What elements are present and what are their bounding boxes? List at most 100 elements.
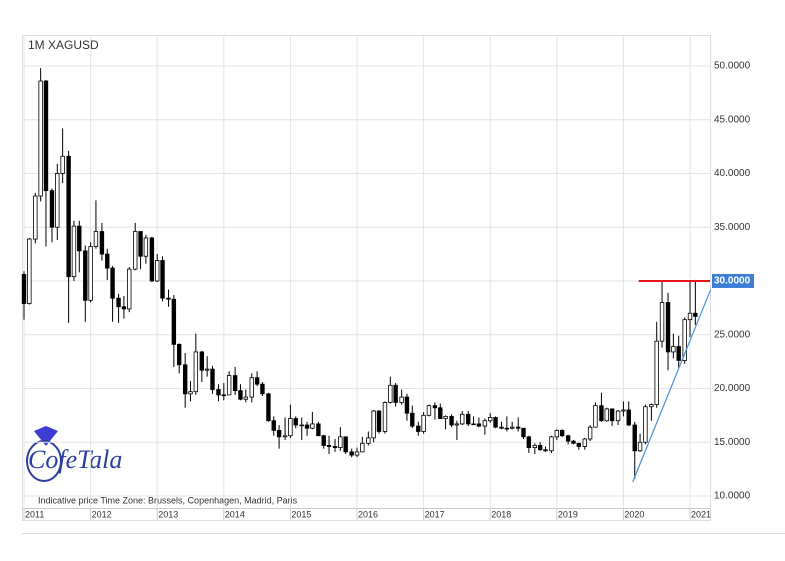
candle-body — [532, 445, 538, 448]
candle-body — [288, 418, 293, 437]
candle-body — [604, 408, 609, 422]
candle-body — [559, 429, 565, 437]
candle-body — [60, 155, 65, 174]
y-tick-label: 35.0000 — [714, 222, 751, 233]
resistance-label-box — [712, 273, 754, 288]
candle-body — [254, 377, 260, 385]
candle-body — [443, 416, 448, 419]
candle-body — [449, 416, 454, 426]
candle-body — [438, 407, 443, 419]
candle-body — [193, 351, 199, 393]
candle-body — [593, 405, 598, 428]
resistance-label: 30.0000 — [714, 276, 751, 287]
candle-body — [38, 80, 43, 197]
candle-body — [149, 237, 155, 282]
candle-body — [637, 441, 643, 452]
candle-body — [138, 231, 143, 257]
y-tick-label: 50.0000 — [714, 61, 751, 72]
candle-body — [526, 436, 532, 448]
candle-body — [493, 417, 498, 428]
candle-body — [499, 426, 504, 429]
logo-diamond — [34, 426, 58, 446]
candle-body — [482, 420, 488, 427]
candle-body — [49, 190, 55, 228]
candle-body — [310, 423, 315, 429]
candle-body — [33, 195, 38, 240]
candle-body — [121, 306, 127, 310]
candle-body — [71, 225, 77, 278]
candle-body — [476, 423, 482, 427]
candle-body — [404, 396, 410, 414]
candle-body — [388, 384, 393, 403]
x-tick-label: 2014 — [225, 509, 245, 519]
candle-body — [454, 423, 460, 426]
candle-body — [321, 435, 326, 446]
candle-body — [488, 417, 493, 422]
x-tick-label: 2017 — [425, 509, 445, 519]
x-tick-label: 2021 — [691, 509, 711, 519]
candle-body — [316, 423, 321, 437]
candle-body — [582, 438, 587, 447]
chart-title: 1M XAGUSD — [28, 38, 99, 52]
trendline — [632, 289, 712, 483]
candle-body — [621, 409, 626, 412]
y-tick-label: 40.0000 — [714, 168, 751, 179]
candle-body — [466, 413, 471, 425]
candle-body — [571, 440, 576, 444]
candle-body — [93, 231, 99, 247]
candle-body — [210, 368, 215, 390]
candle-body — [609, 408, 615, 422]
candle-body — [143, 237, 149, 257]
x-tick-label: 2012 — [92, 509, 112, 519]
candle-body — [654, 340, 659, 405]
x-tick-label: 2011 — [25, 509, 44, 519]
logo-text: CofeTala — [28, 445, 122, 474]
x-tick-label: 2020 — [624, 509, 644, 519]
candle-body — [399, 396, 404, 403]
x-tick-label: 2016 — [358, 509, 378, 519]
candle-body — [271, 420, 276, 431]
x-tick-label: 2013 — [158, 509, 178, 519]
candle-body — [626, 409, 631, 426]
candle-body — [232, 375, 238, 392]
candle-body — [682, 319, 687, 361]
x-tick-label: 2018 — [491, 509, 511, 519]
candle-body — [260, 383, 265, 395]
candle-body — [676, 346, 681, 361]
candle-body — [382, 402, 388, 432]
y-tick-label: 15.0000 — [714, 437, 751, 448]
candle-body — [110, 267, 115, 299]
candle-body — [127, 268, 132, 310]
x-tick-label: 2015 — [291, 509, 311, 519]
candle-body — [88, 246, 93, 301]
y-tick-label: 45.0000 — [714, 114, 751, 125]
candle-body — [293, 418, 298, 426]
candle-body — [116, 297, 121, 308]
footnote: Indicative price Time Zone: Brussels, Co… — [38, 495, 298, 505]
candle-body — [155, 260, 160, 282]
candle-body — [332, 446, 338, 448]
candle-body — [515, 426, 521, 429]
candle-body — [105, 253, 110, 269]
candle-body — [166, 297, 171, 300]
candle-body — [687, 312, 693, 321]
candle-body — [426, 405, 432, 416]
candle-body — [282, 435, 288, 438]
candle-body — [160, 260, 165, 299]
candle-body — [416, 425, 421, 432]
x-tick-label: 2019 — [558, 509, 578, 519]
y-tick-label: 20.0000 — [714, 383, 751, 394]
candle-body — [543, 449, 548, 452]
candle-body — [199, 351, 205, 371]
candle-body — [393, 384, 398, 403]
candle-body — [565, 435, 571, 442]
candle-body — [509, 426, 515, 429]
candle-body — [77, 225, 82, 252]
candle-body — [649, 404, 654, 408]
candle-body — [276, 429, 282, 438]
candle-body — [371, 410, 376, 439]
candle-body — [188, 391, 193, 395]
candle-body — [665, 302, 671, 353]
logo: CofeTala — [26, 426, 122, 482]
candle-body — [366, 437, 371, 444]
